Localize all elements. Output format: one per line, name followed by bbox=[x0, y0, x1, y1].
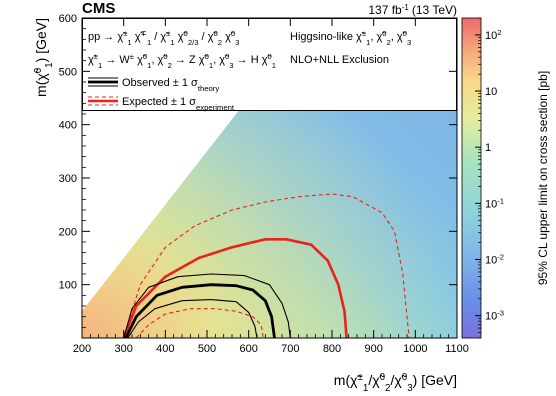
y-tick-label: 200 bbox=[59, 226, 77, 238]
y-tick-label: 400 bbox=[59, 120, 77, 132]
expected-minus-1sigma-curve bbox=[135, 308, 264, 338]
x-tick-label: 200 bbox=[73, 343, 91, 355]
z-tick-label: 102 bbox=[485, 27, 502, 42]
expected-limit-curve bbox=[122, 238, 348, 338]
observed-plus-1sigma-curve bbox=[123, 273, 291, 338]
observed-limit-curve bbox=[124, 283, 276, 338]
y-tick-label: 600 bbox=[59, 13, 77, 25]
legend-xsec: NLO+NLL Exclusion bbox=[290, 54, 389, 66]
cms-label: CMS bbox=[82, 0, 115, 17]
x-tick-label: 700 bbox=[281, 343, 299, 355]
x-tick-label: 900 bbox=[364, 343, 382, 355]
y-axis-label: m(χ̃01) [GeV] bbox=[33, 18, 55, 97]
y-tick-label: 100 bbox=[59, 280, 77, 292]
z-tick-label: 10-3 bbox=[485, 308, 504, 323]
x-tick-label: 600 bbox=[239, 343, 257, 355]
z-axis-label: 95% CL upper limit on cross section [pb] bbox=[536, 71, 550, 285]
x-tick-label: 1100 bbox=[445, 343, 469, 355]
legend-box bbox=[82, 18, 457, 111]
colorbar bbox=[461, 17, 482, 339]
z-tick-label: 10-2 bbox=[485, 252, 504, 267]
x-tick-label: 1000 bbox=[403, 343, 427, 355]
expected-plus-1sigma-curve bbox=[123, 193, 410, 338]
z-tick-label: 10-1 bbox=[485, 196, 504, 211]
x-tick-label: 300 bbox=[114, 343, 132, 355]
legend: pp → χ̃±1 χ̃∓1 / χ̃±1 χ̃02/3 / χ̃02 χ̃03… bbox=[88, 29, 411, 112]
luminosity-label: 137 fb-1 (13 TeV) bbox=[368, 3, 457, 18]
x-axis-label: m(χ̃±1/χ̃02/χ̃03) [GeV] bbox=[334, 372, 457, 394]
observed-minus-1sigma-curve bbox=[127, 299, 258, 338]
z-tick-label: 10 bbox=[485, 86, 497, 98]
y-tick-label: 500 bbox=[59, 66, 77, 78]
legend-observed-label: Observed ± 1 σtheory bbox=[122, 77, 219, 93]
legend-expected-label: Expected ± 1 σexperiment bbox=[122, 96, 235, 112]
x-tick-label: 800 bbox=[323, 343, 341, 355]
legend-process-line1: pp → χ̃±1 χ̃∓1 / χ̃±1 χ̃02/3 / χ̃02 χ̃03 bbox=[88, 29, 239, 47]
x-tick-label: 500 bbox=[198, 343, 216, 355]
x-tick-label: 400 bbox=[156, 343, 174, 355]
z-tick-label: 1 bbox=[485, 142, 491, 154]
plot-area: pp → χ̃±1 χ̃∓1 / χ̃±1 χ̃02/3 / χ̃02 χ̃03… bbox=[33, 13, 551, 394]
y-tick-label: 300 bbox=[59, 173, 77, 185]
